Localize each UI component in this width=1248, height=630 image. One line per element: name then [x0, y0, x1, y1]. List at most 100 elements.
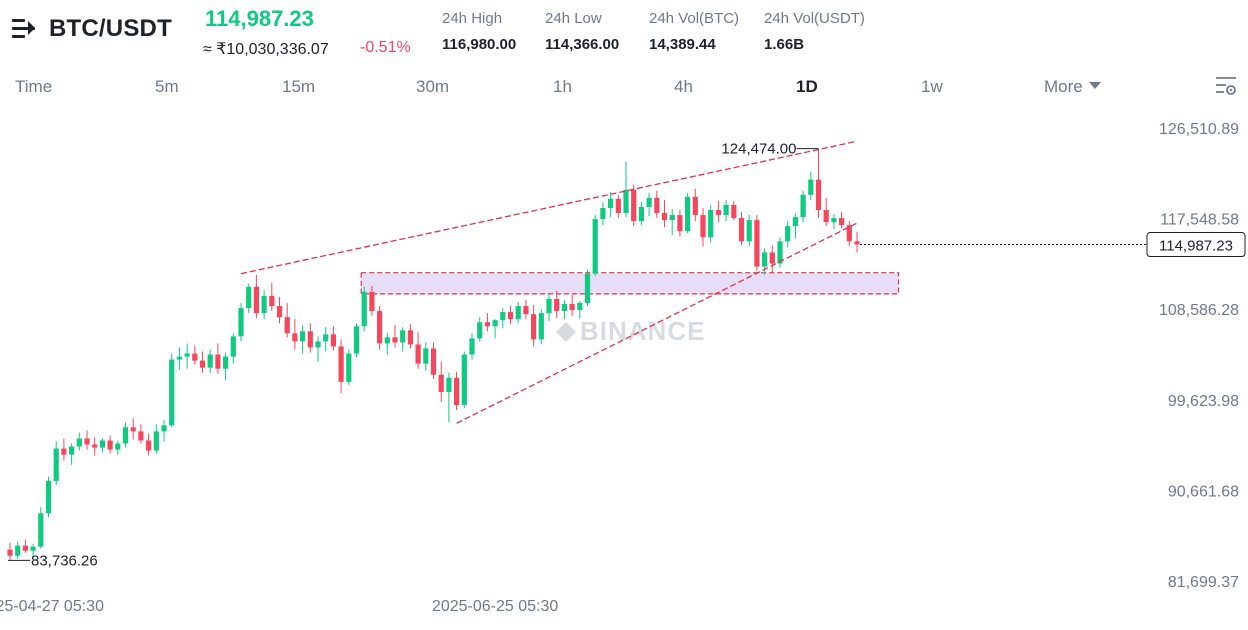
candle-body	[7, 549, 13, 556]
candle-body	[731, 204, 737, 219]
pair-menu-icon[interactable]	[12, 19, 36, 41]
candle-body	[831, 218, 837, 223]
candle-body	[307, 331, 313, 348]
candle-body	[130, 427, 136, 432]
chart-settings-icon[interactable]	[1214, 75, 1238, 97]
candle-body	[454, 377, 460, 406]
upper-trendline	[240, 140, 858, 275]
candle-body	[531, 314, 537, 340]
tab-1h[interactable]: 1h	[553, 77, 572, 96]
candle-body	[38, 513, 44, 547]
candle-body	[138, 431, 144, 441]
candle-body	[738, 218, 745, 242]
candle-body	[415, 344, 421, 364]
tab-15m[interactable]: 15m	[282, 77, 316, 96]
stat-label: 24h Vol(BTC)	[649, 10, 740, 27]
candle-body	[276, 306, 283, 318]
candle-body	[592, 219, 598, 274]
tab-more[interactable]: More	[1044, 77, 1101, 97]
candle-body	[176, 356, 182, 360]
candle-body	[161, 425, 167, 432]
last-price: 114,987.23	[205, 6, 314, 31]
candlestick-chart[interactable]: BINANCE 114,987.23 124,474.00 83,736.26 126,…	[0, 100, 1248, 630]
candle-body	[330, 334, 336, 347]
candle-body	[15, 545, 21, 556]
candle-body	[338, 346, 344, 382]
last-price-box	[1146, 231, 1246, 257]
candle-body	[600, 207, 606, 220]
candle-body	[115, 443, 121, 450]
tab-30m[interactable]: 30m	[416, 77, 450, 96]
candle-body	[507, 312, 514, 320]
candle-body	[377, 311, 383, 344]
candle-body	[523, 306, 529, 315]
candle-body	[792, 217, 798, 227]
candle-body	[808, 179, 814, 195]
y-tick-label: 99,623.98	[1168, 393, 1239, 410]
candle-body	[323, 334, 329, 342]
candle-body	[315, 341, 321, 348]
candle-body	[484, 322, 490, 327]
candle-body	[423, 348, 429, 364]
candle-body	[615, 198, 621, 214]
candle-body	[623, 189, 629, 214]
candle-body	[184, 353, 190, 357]
candle-body	[369, 291, 375, 312]
candle-body	[61, 448, 67, 455]
candle-body	[169, 359, 175, 426]
candle-body	[253, 286, 259, 314]
stat-label: 24h High	[442, 10, 503, 27]
candle-body	[146, 440, 152, 451]
candle-body	[430, 348, 437, 375]
candle-body	[754, 220, 760, 267]
candle-body	[746, 220, 752, 242]
candle-body	[300, 331, 306, 342]
candle-body	[446, 377, 452, 392]
candle-body	[723, 204, 729, 216]
candle-body	[192, 353, 198, 361]
candle-body	[284, 317, 290, 334]
candle-body	[84, 438, 90, 445]
candle-body	[638, 206, 644, 222]
candle-body	[692, 196, 698, 216]
candle-body	[561, 304, 567, 312]
candle-body	[854, 241, 860, 245]
candle-body	[269, 295, 275, 307]
candle-body	[577, 302, 583, 311]
binance-logo-icon	[556, 322, 576, 342]
lower-trendline	[456, 222, 858, 424]
candle-body	[846, 225, 852, 242]
candle-body	[839, 218, 845, 226]
tab-5m[interactable]: 5m	[155, 77, 179, 96]
candle-body	[661, 213, 668, 221]
candle-body	[407, 330, 413, 345]
tab-1w[interactable]: 1w	[921, 77, 943, 96]
pair-title[interactable]: BTC/USDT	[49, 15, 172, 42]
candle-body	[500, 312, 506, 321]
candle-body	[384, 337, 390, 344]
tab-4h[interactable]: 4h	[674, 77, 693, 96]
y-tick-label: 90,661.68	[1168, 483, 1239, 500]
candle-body	[461, 354, 467, 406]
candle-body	[223, 356, 229, 369]
candle-body	[777, 241, 783, 264]
y-tick-label: 117,548.58	[1160, 212, 1239, 229]
candle-body	[584, 273, 591, 303]
candle-body	[53, 448, 59, 481]
tab-time[interactable]: Time	[15, 77, 53, 96]
candle-body	[346, 353, 352, 382]
min-price-label: 83,736.26	[31, 552, 98, 569]
tab-1d[interactable]: 1D	[796, 77, 818, 96]
candle-body	[769, 252, 775, 264]
interval-tabs: Time 5m 15m 30m 1h 4h 1D 1w More	[0, 66, 1248, 106]
candle-body	[554, 298, 560, 312]
candle-body	[207, 354, 213, 368]
candle-body	[608, 198, 614, 208]
candle-body	[569, 304, 575, 311]
stat-24h-low: 24h Low 114,366.00	[545, 10, 619, 53]
candle-body	[469, 338, 475, 355]
candle-body	[69, 446, 75, 455]
candle-body	[546, 298, 552, 314]
candle-body	[700, 215, 706, 238]
stat-value: 114,366.00	[545, 36, 620, 53]
